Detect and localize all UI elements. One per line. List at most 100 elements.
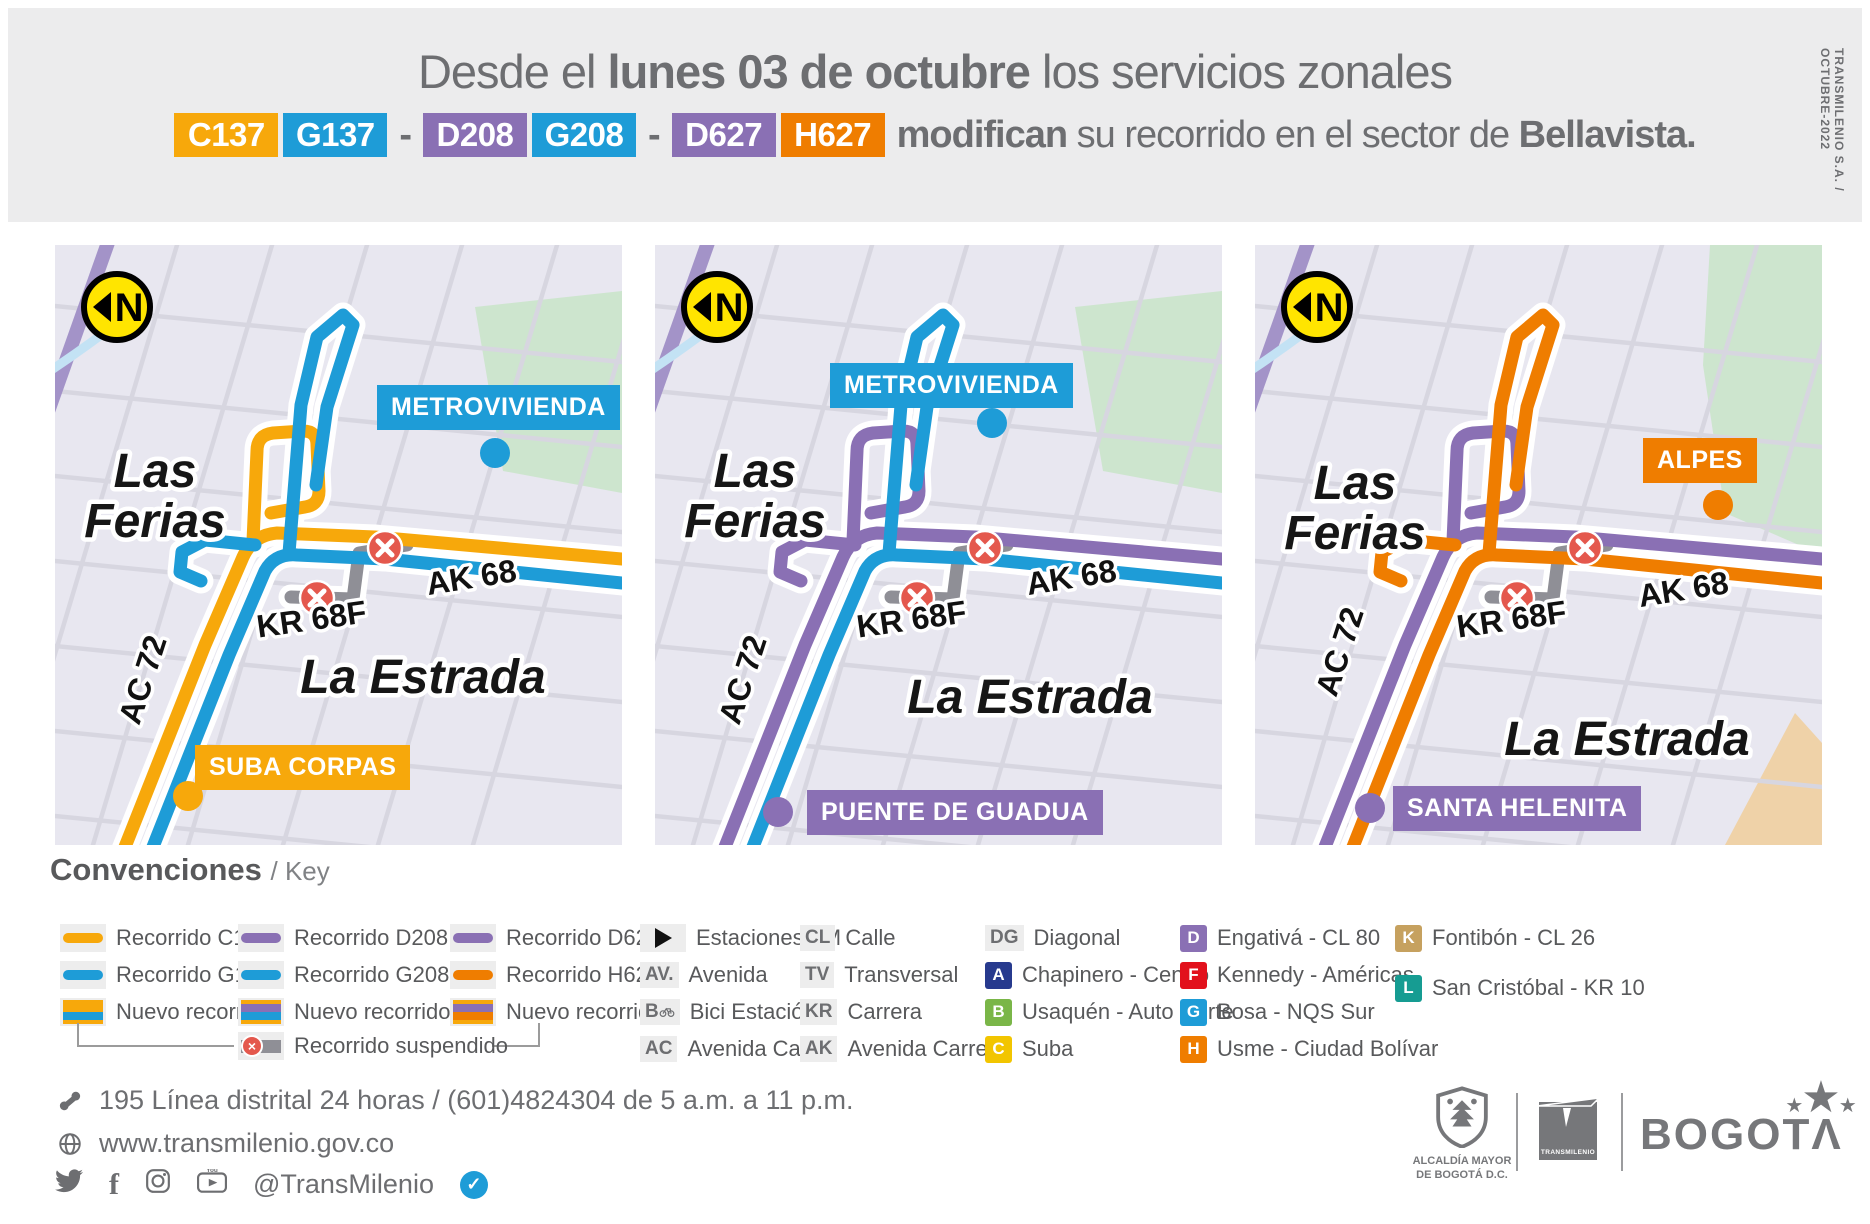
- logo-divider: [1621, 1093, 1623, 1171]
- website-row[interactable]: www.transmilenio.gov.co: [55, 1128, 394, 1159]
- bike-icon: [659, 1007, 675, 1017]
- area-label: Las: [714, 445, 797, 498]
- bogota-logo: BOGOTΛ ★★★: [1640, 1073, 1857, 1159]
- stop-dot: [1355, 793, 1385, 823]
- stop-label-suba-corpas: SUBA CORPAS: [195, 745, 411, 790]
- transmilenio-logo: TRANSMILENIO: [1536, 1096, 1602, 1160]
- stop-dot: [977, 408, 1007, 438]
- area-label: Las: [1314, 457, 1397, 510]
- alcaldia-logo: ALCALDÍA MAYOR DE BOGOTÁ D.C.: [1402, 1086, 1522, 1181]
- twitter-icon[interactable]: [55, 1169, 83, 1200]
- tm-station-icon: [640, 924, 686, 952]
- area-label: Ferias: [84, 495, 225, 548]
- route-badge-h627: H627: [780, 113, 885, 157]
- route-badge-d627: D627: [671, 113, 776, 157]
- headline-line1: Desde el lunes 03 de octubre los servici…: [417, 45, 1453, 98]
- swatch-h627: [450, 961, 496, 989]
- legend-bracket-left: [77, 1023, 234, 1047]
- north-compass-icon: [1284, 274, 1350, 340]
- zone-badge-a: A: [985, 961, 1012, 989]
- zone-badge-k: K: [1395, 924, 1422, 952]
- street-label: KR 68F: [1454, 594, 1568, 645]
- suspended-x-icon: [968, 531, 1002, 565]
- map-c137-g137: Las Ferias La Estrada AC 72 KR 68F AK 68…: [55, 245, 622, 845]
- legend-col-627: Recorrido D627 Recorrido H627 Nuevo reco…: [450, 924, 663, 1026]
- edition-note: TRANSMILENIO S.A. / OCTUBRE-2022: [1818, 48, 1846, 192]
- facebook-icon[interactable]: f: [109, 1167, 119, 1201]
- headline-line2: C137 G137 - D208 G208 - D627 H627 modifi…: [8, 113, 1862, 157]
- suspended-route-icon: ×: [238, 1032, 284, 1060]
- verified-badge-icon: ✓: [459, 1170, 488, 1199]
- route-badge-d208: D208: [422, 113, 527, 157]
- area-label: La Estrada: [907, 671, 1152, 724]
- zone-badge-g: G: [1180, 998, 1207, 1026]
- north-compass-icon: [84, 274, 150, 340]
- area-label: La Estrada: [1504, 713, 1749, 766]
- zone-badge-h: H: [1180, 1035, 1207, 1063]
- street-label: KR 68F: [854, 594, 968, 645]
- legend-bracket-right: [492, 1023, 540, 1047]
- swatch-nuevo-627: [450, 998, 496, 1026]
- zone-badge-f: F: [1180, 961, 1207, 989]
- stop-dot: [480, 438, 510, 468]
- rail-line: [1255, 245, 1315, 413]
- legend-suspended: × Recorrido suspendido: [238, 1032, 508, 1060]
- zone-badge-b: B: [985, 998, 1012, 1026]
- youtube-icon[interactable]: You: [197, 1167, 227, 1200]
- map3-canvas: Las Ferias La Estrada AC 72 KR 68F AK 68: [1255, 245, 1822, 845]
- instagram-icon[interactable]: [145, 1168, 171, 1201]
- rail-line: [655, 245, 715, 413]
- swatch-c137: [60, 924, 106, 952]
- stop-label-santa-helenita: SANTA HELENITA: [1393, 786, 1642, 831]
- route-badge-c137: C137: [174, 113, 279, 157]
- headline-line2-text: modifican su recorrido en el sector de B…: [896, 113, 1697, 156]
- area-label: Las: [114, 445, 197, 498]
- swatch-nuevo-137: [60, 998, 106, 1026]
- dash-separator: -: [399, 113, 412, 156]
- svg-text:You: You: [206, 1169, 218, 1174]
- abbr-kr: KR: [800, 999, 838, 1025]
- abbr-cl: CL: [800, 925, 836, 951]
- park-area: [1075, 291, 1222, 493]
- abbr-ak: AK: [800, 1036, 838, 1062]
- area-label: Ferias: [1284, 507, 1425, 560]
- area-label: La Estrada: [300, 651, 545, 704]
- abbr-ac: AC: [640, 1036, 678, 1062]
- alcaldia-crest-icon: [1436, 1086, 1488, 1149]
- swatch-g208: [238, 961, 284, 989]
- legend-col-208: Recorrido D208 Recorrido G208 Nuevo reco…: [238, 924, 451, 1026]
- abbr-tv: TV: [800, 962, 835, 988]
- dash-separator: -: [647, 113, 661, 156]
- stop-label-puente-de-guadua: PUENTE DE GUADUA: [807, 790, 1103, 835]
- map-d208-g208: Las Ferias La Estrada AC 72 KR 68F AK 68…: [655, 245, 1222, 845]
- swatch-g137: [60, 961, 106, 989]
- legend-title: Convenciones / Key: [50, 852, 330, 887]
- globe-icon: [55, 1131, 85, 1157]
- route-badge-g208: G208: [531, 113, 636, 157]
- logo-divider: [1516, 1093, 1518, 1171]
- zone-badge-l: L: [1395, 974, 1422, 1002]
- abbr-bici: B: [640, 999, 680, 1025]
- tan-road: [1725, 713, 1822, 845]
- stop-dot: [763, 797, 793, 827]
- rail-line: [55, 245, 115, 413]
- zone-badge-c: C: [985, 1035, 1012, 1063]
- route-badge-g137: G137: [283, 113, 388, 157]
- north-compass-icon: [684, 274, 750, 340]
- map-d627-h627: Las Ferias La Estrada AC 72 KR 68F AK 68…: [1255, 245, 1822, 845]
- map2-canvas: Las Ferias La Estrada AC 72 KR 68F AK 68: [655, 245, 1222, 845]
- legend-col-zones-3: K Fontibón - CL 26 L San Cristóbal - KR 10: [1395, 924, 1645, 1002]
- stop-label-alpes: ALPES: [1643, 438, 1757, 483]
- legend-col-roads: CL Calle TV Transversal KR Carrera AK Avenid…: [800, 925, 1007, 1062]
- swatch-nuevo-208: [238, 998, 284, 1026]
- phone-icon: [55, 1088, 85, 1114]
- stars-icon: ★★★: [1785, 1073, 1856, 1122]
- stop-label-metrovivienda: METROVIVIENDA: [830, 363, 1073, 408]
- stop-label-metrovivienda: METROVIVIENDA: [377, 385, 620, 430]
- suspended-x-icon: [1568, 531, 1602, 565]
- social-handle[interactable]: @TransMilenio: [253, 1169, 434, 1199]
- stop-dot: [173, 781, 203, 811]
- street-label: KR 68F: [254, 594, 368, 645]
